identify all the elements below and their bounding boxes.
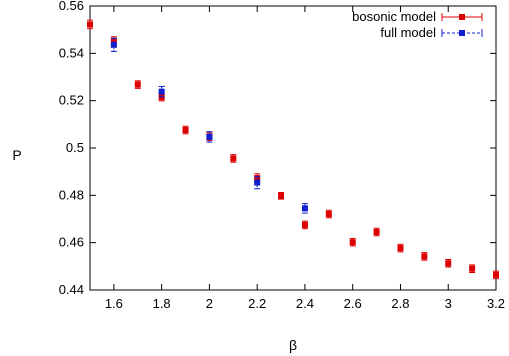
data-point-bosonic-model — [230, 155, 237, 162]
data-point-bosonic-model — [87, 21, 93, 28]
legend-label-full-model: full model — [380, 25, 436, 40]
legend-sample-full-model — [441, 29, 483, 37]
y-tick-label: 0.44 — [59, 282, 84, 297]
y-tick-label: 0.46 — [59, 235, 84, 250]
data-point-full-model — [301, 205, 308, 212]
data-point-bosonic-model — [397, 245, 404, 252]
data-marks — [87, 19, 499, 280]
data-point-bosonic-model — [373, 229, 380, 236]
data-point-full-model — [110, 41, 117, 48]
x-tick-label: 2.2 — [248, 296, 266, 311]
y-tick-label: 0.5 — [66, 140, 84, 155]
legend-sample-bosonic-model — [441, 13, 483, 21]
data-point-bosonic-model — [301, 221, 308, 228]
data-point-bosonic-model — [182, 127, 189, 134]
y-tick-label: 0.54 — [59, 45, 84, 60]
y-tick-label: 0.48 — [59, 187, 84, 202]
x-tick-label: 2.4 — [296, 296, 314, 311]
data-point-bosonic-model — [325, 211, 332, 218]
y-tick-label: 0.56 — [59, 0, 84, 13]
legend-label-bosonic-model: bosonic model — [352, 9, 436, 24]
data-point-bosonic-model — [493, 271, 499, 278]
x-tick-label: 3.2 — [487, 296, 505, 311]
y-axis-label: P — [12, 147, 21, 163]
data-point-bosonic-model — [421, 253, 428, 260]
data-point-bosonic-model — [134, 81, 141, 88]
x-tick-label: 1.8 — [153, 296, 171, 311]
y-tick-label: 0.52 — [59, 93, 84, 108]
x-tick-label: 1.6 — [105, 296, 123, 311]
x-tick-label: 3 — [445, 296, 452, 311]
data-point-full-model — [158, 88, 165, 95]
x-axis-label: β — [289, 337, 297, 353]
data-point-bosonic-model — [278, 192, 285, 199]
data-point-full-model — [206, 133, 213, 140]
data-point-bosonic-model — [349, 239, 356, 246]
data-point-bosonic-model — [110, 38, 117, 45]
axis-ticks: 1.6 1.8 2 2.2 2.4 2.6 2.8 3 3.2 0.44 0.46 0.48 0.5 0.… — [59, 0, 505, 311]
legend: bosonic model full model — [352, 9, 483, 40]
data-point-bosonic-model — [445, 260, 452, 267]
plot-frame — [89, 5, 497, 291]
data-point-full-model — [254, 179, 261, 186]
x-tick-label: 2.6 — [344, 296, 362, 311]
data-point-bosonic-model — [469, 265, 476, 272]
x-tick-label: 2 — [206, 296, 213, 311]
x-tick-label: 2.8 — [391, 296, 409, 311]
